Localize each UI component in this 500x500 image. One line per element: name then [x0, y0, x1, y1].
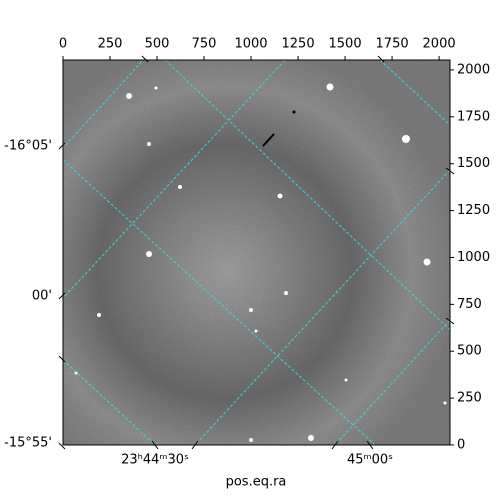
y-tick-label: 500	[457, 344, 482, 359]
x-tick-label: 1750	[376, 37, 409, 52]
y-tick-label: 250	[457, 391, 482, 406]
ra-tick-label: 23ʰ44ᵐ30ˢ	[121, 453, 189, 468]
x-tick-label: 2000	[423, 37, 456, 52]
x-tick-label: 1500	[329, 37, 362, 52]
ra-tick-label: 45ᵐ00ˢ	[347, 453, 393, 468]
x-tick-label: 1000	[234, 37, 267, 52]
x-tick-label: 500	[145, 37, 170, 52]
x-tick-label: 1250	[282, 37, 315, 52]
y-tick-label: 2000	[457, 62, 490, 77]
dec-tick-label: 00'	[32, 289, 52, 304]
coordinate-grid	[63, 60, 450, 445]
x-tick-label: 750	[192, 37, 217, 52]
sky-image	[63, 60, 450, 445]
plot-frame	[62, 59, 451, 446]
x-axis-label: pos.eq.ra	[226, 475, 287, 490]
y-tick-label: 1500	[457, 156, 490, 171]
x-tick-label: 250	[98, 37, 123, 52]
stars	[74, 83, 447, 442]
dec-tick-label: -16°05'	[4, 139, 52, 154]
x-tick-label: 0	[59, 37, 67, 52]
y-tick-label: 1750	[457, 109, 490, 124]
y-tick-label: 1000	[457, 250, 490, 265]
dec-tick-label: -15°55'	[4, 436, 52, 451]
y-tick-label: 1250	[457, 203, 490, 218]
wcs-ticks	[58, 55, 455, 450]
y-tick-label: 0	[457, 438, 465, 453]
y-tick-label: 750	[457, 297, 482, 312]
